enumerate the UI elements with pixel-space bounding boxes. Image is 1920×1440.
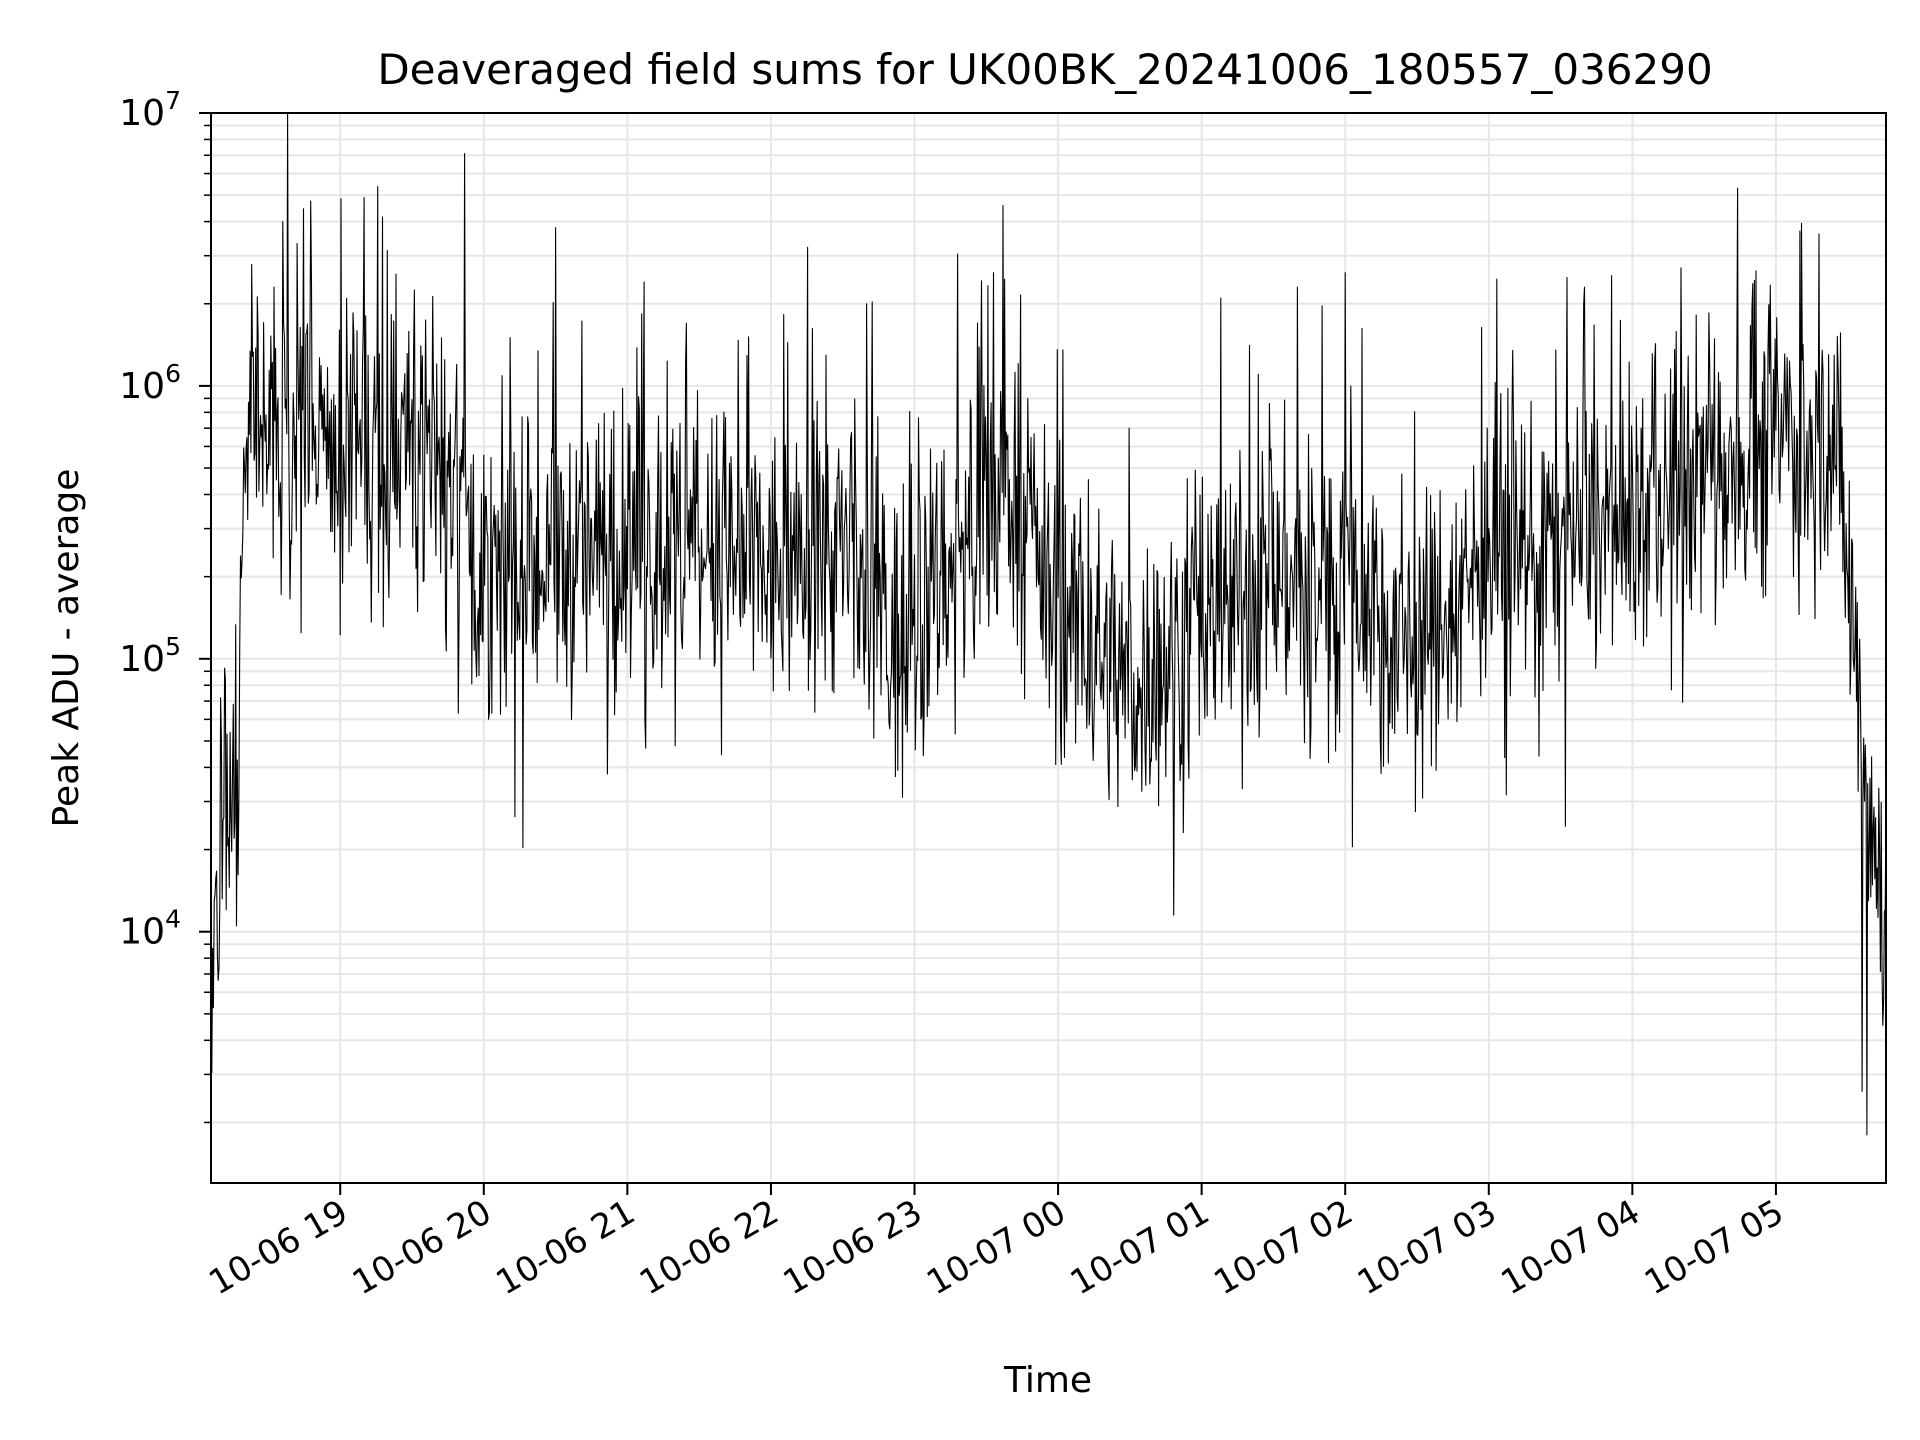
chart-title: Deaveraged field sums for UK00BK_2024100… [377, 45, 1712, 94]
y-axis-label: Peak ADU - average [46, 469, 87, 828]
series-line [210, 112, 1887, 1136]
y-tick-label: 105 [119, 632, 181, 680]
plot-frame [210, 112, 1887, 1184]
y-tick-label: 107 [119, 86, 181, 134]
grid-lines [211, 113, 1886, 1183]
x-axis-label: Time [1003, 1360, 1092, 1401]
y-tick-label: 104 [119, 905, 181, 953]
y-tick-label: 106 [119, 359, 181, 407]
y-axis-ticks: 104 105 106 107 [119, 86, 211, 1124]
